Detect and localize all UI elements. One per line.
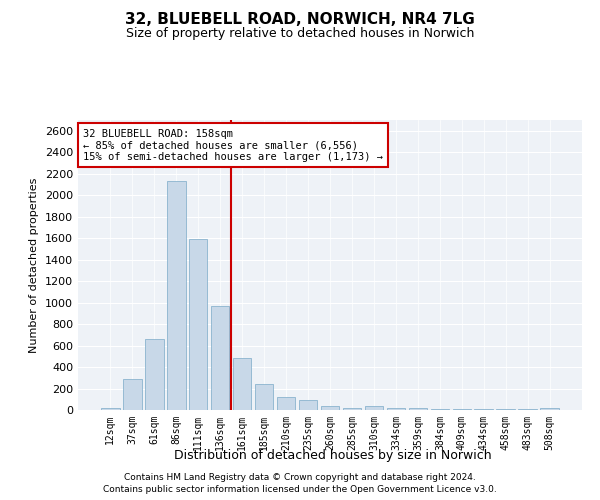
Bar: [189, 239, 208, 410]
Y-axis label: Number of detached properties: Number of detached properties: [29, 178, 40, 352]
Bar: [233, 358, 251, 410]
Bar: [299, 400, 317, 410]
Bar: [167, 181, 185, 410]
Text: Distribution of detached houses by size in Norwich: Distribution of detached houses by size …: [174, 448, 492, 462]
Bar: [123, 379, 142, 410]
Bar: [386, 408, 405, 410]
Bar: [496, 409, 515, 410]
Text: 32, BLUEBELL ROAD, NORWICH, NR4 7LG: 32, BLUEBELL ROAD, NORWICH, NR4 7LG: [125, 12, 475, 28]
Bar: [101, 408, 119, 410]
Text: Contains public sector information licensed under the Open Government Licence v3: Contains public sector information licen…: [103, 486, 497, 494]
Text: Size of property relative to detached houses in Norwich: Size of property relative to detached ho…: [126, 28, 474, 40]
Bar: [452, 409, 471, 410]
Bar: [409, 408, 427, 410]
Bar: [320, 406, 340, 410]
Bar: [365, 406, 383, 410]
Bar: [343, 408, 361, 410]
Bar: [211, 306, 229, 410]
Bar: [431, 409, 449, 410]
Text: Contains HM Land Registry data © Crown copyright and database right 2024.: Contains HM Land Registry data © Crown c…: [124, 473, 476, 482]
Bar: [277, 397, 295, 410]
Bar: [541, 408, 559, 410]
Bar: [518, 409, 537, 410]
Bar: [255, 384, 274, 410]
Bar: [145, 339, 164, 410]
Bar: [475, 409, 493, 410]
Text: 32 BLUEBELL ROAD: 158sqm
← 85% of detached houses are smaller (6,556)
15% of sem: 32 BLUEBELL ROAD: 158sqm ← 85% of detach…: [83, 128, 383, 162]
